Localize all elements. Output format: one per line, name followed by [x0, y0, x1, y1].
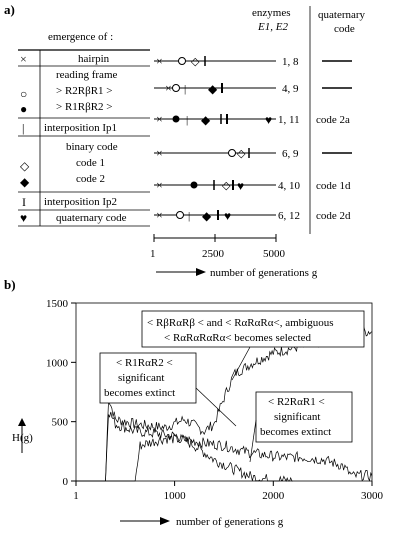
quaternary-header: quaternary — [318, 9, 366, 21]
annotation-text: significant — [118, 372, 164, 384]
enzyme-pair: 6, 9 — [282, 148, 299, 160]
svg-text:×: × — [156, 146, 163, 160]
legend-symbol: ○ — [20, 87, 27, 101]
svg-text:◆: ◆ — [201, 113, 211, 127]
hairpin-marker: × — [156, 54, 163, 68]
panel-b-label: b) — [4, 277, 16, 292]
y-tick-label: 1000 — [46, 357, 69, 369]
legend: × hairpin reading frame ○ > R2RβR1 > ● >… — [20, 52, 127, 225]
svg-text:♥: ♥ — [265, 113, 272, 127]
svg-text:|: | — [184, 83, 186, 95]
x-tick-label: 1000 — [164, 490, 187, 502]
legend-symbol: × — [20, 52, 27, 66]
legend-symbol: ● — [20, 102, 27, 116]
svg-text:◇: ◇ — [237, 148, 246, 160]
svg-text:◆: ◆ — [208, 82, 218, 96]
annotation-text: significant — [274, 411, 320, 423]
enzyme-pair: 4, 10 — [278, 180, 301, 192]
panel-b-chart: 1 1000 2000 3000 0 500 1000 1500 — [46, 298, 384, 502]
enzyme-pair: 1, 11 — [278, 114, 300, 126]
annotation-box — [141, 310, 365, 348]
quaternary-code: code 2d — [316, 210, 351, 222]
svg-text:|: | — [186, 114, 188, 126]
quaternary-code: code 1d — [316, 180, 351, 192]
svg-text:◇: ◇ — [222, 180, 231, 192]
svg-text:×: × — [165, 81, 172, 95]
legend-text: interposition Ip1 — [44, 122, 117, 134]
series-line — [76, 411, 293, 482]
diamond-marker: ◇ — [191, 56, 200, 68]
annotation-text: < RβRαRβ < and < RαRαRα<, ambiguous — [147, 317, 334, 329]
x-axis-label: number of generations g — [176, 516, 284, 528]
tick-label: 5000 — [263, 248, 286, 260]
legend-text: > R1RβR2 > — [56, 101, 113, 113]
legend-text: reading frame — [56, 69, 117, 81]
legend-text: code 2 — [76, 173, 105, 185]
svg-text:♥: ♥ — [224, 209, 231, 223]
legend-symbol: ◇ — [20, 159, 30, 173]
enzymes-subheader: E1, E2 — [257, 21, 288, 33]
svg-text:|: | — [188, 210, 190, 222]
legend-symbol: ♥ — [20, 211, 27, 225]
enzyme-pair: 1, 8 — [282, 56, 299, 68]
legend-symbol: | — [22, 121, 24, 135]
enzyme-pair: 6, 12 — [278, 210, 300, 222]
legend-text: hairpin — [78, 53, 110, 65]
legend-text: quaternary code — [56, 212, 127, 224]
annotation-text: < R1RαR2 < — [116, 357, 173, 369]
quaternary-code: code 2a — [316, 114, 350, 126]
annotation-text: becomes extinct — [260, 426, 331, 438]
svg-text:×: × — [156, 208, 163, 222]
y-axis-label: H(g) — [12, 432, 33, 444]
legend-text: > R2RβR1 > — [56, 85, 113, 97]
y-tick-label: 500 — [52, 417, 69, 429]
emergence-header: emergence of : — [48, 31, 113, 43]
code-header: code — [334, 23, 355, 35]
enzymes-header: enzymes — [252, 7, 290, 19]
annotation-text: becomes extinct — [104, 387, 175, 399]
timelines: × ◇ × | ◆ × | ◆ ♥ × ◇ × ◇ ♥ × | ◆ ♥ — [154, 54, 276, 223]
series-line — [76, 432, 373, 482]
y-tick-label: 1500 — [46, 298, 69, 310]
annotation-box — [255, 391, 353, 443]
legend-text: code 1 — [76, 157, 105, 169]
y-tick-label: 0 — [63, 476, 69, 488]
legend-symbol: I — [22, 195, 26, 209]
legend-symbol: ◆ — [20, 175, 30, 189]
tick-label: 2500 — [202, 248, 225, 260]
panel-a-label: a) — [4, 2, 15, 17]
annotation-box — [99, 352, 197, 404]
x-tick-label: 1 — [73, 490, 79, 502]
legend-text: binary code — [66, 141, 118, 153]
svg-text:♥: ♥ — [237, 179, 244, 193]
enzyme-pair: 4, 9 — [282, 83, 299, 95]
svg-text:×: × — [156, 112, 163, 126]
tick-label: 1 — [150, 248, 156, 260]
panel-a-axis-label: number of generations g — [210, 267, 318, 279]
row-labels: 1, 8 4, 9 1, 11 6, 9 4, 10 6, 12 code 2a… — [278, 56, 352, 222]
annotation-text: < R2RαR1 < — [268, 396, 325, 408]
circle-marker — [178, 57, 186, 65]
svg-text:×: × — [156, 178, 163, 192]
x-tick-label: 2000 — [262, 490, 285, 502]
svg-text:◆: ◆ — [202, 209, 212, 223]
x-tick-label: 3000 — [361, 490, 384, 502]
legend-text: interposition Ip2 — [44, 196, 117, 208]
annotation-text: < RαRαRαRα< becomes selected — [164, 332, 311, 344]
